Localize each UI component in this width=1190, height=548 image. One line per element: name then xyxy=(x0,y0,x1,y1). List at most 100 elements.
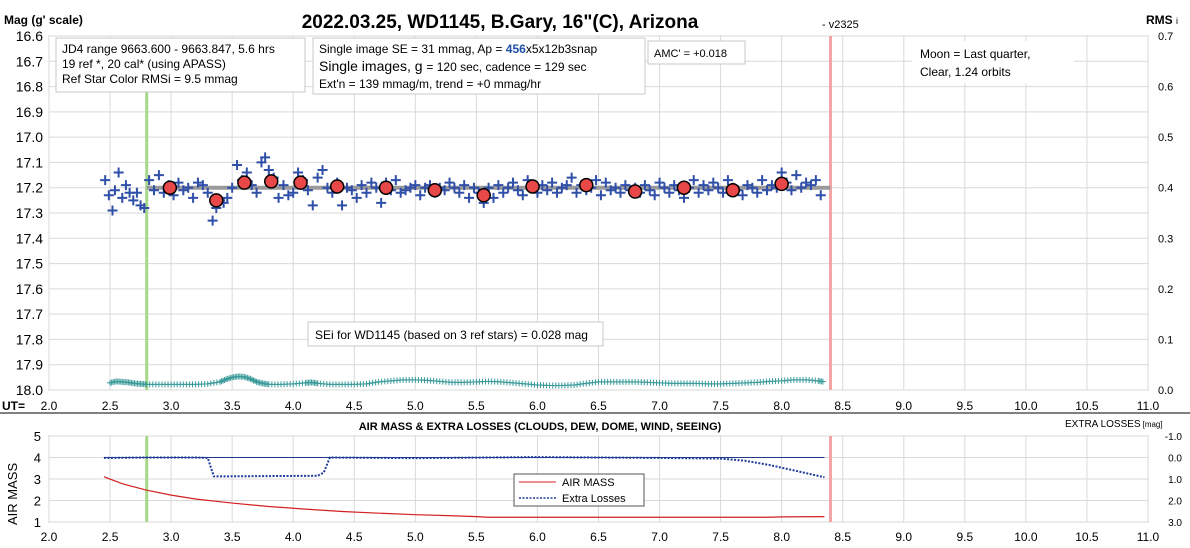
info-box-moon-frame xyxy=(912,41,1074,83)
x-tick-label: 2.0 xyxy=(41,399,58,413)
data-point-plus xyxy=(639,180,650,191)
sei-point xyxy=(207,380,214,387)
data-point-plus xyxy=(390,175,401,186)
data-point-plus xyxy=(302,185,313,196)
bottom-x-tick-label: 5.5 xyxy=(468,530,485,544)
y2-tick-label: 0.7 xyxy=(1158,31,1173,43)
sei-point xyxy=(210,379,217,386)
bottom-x-tick-label: 3.0 xyxy=(163,530,180,544)
bottom-x-tick-label: 5.0 xyxy=(407,530,424,544)
bottom-y-tick-label: 5 xyxy=(34,429,41,444)
data-point-binned xyxy=(209,193,224,208)
data-point-plus xyxy=(444,177,455,188)
x-tick-label: 3.0 xyxy=(163,399,180,413)
x-tick-label: 8.5 xyxy=(834,399,851,413)
bottom-y2-tick-label: -1.0 xyxy=(1165,432,1183,443)
data-point-plus xyxy=(188,192,199,203)
sei-point xyxy=(372,379,379,386)
data-point-plus xyxy=(693,187,704,198)
data-point-plus xyxy=(337,200,348,211)
info-box-imaging-line-2: Single images, g = 120 sec, cadence = 12… xyxy=(319,58,587,74)
data-point-plus xyxy=(351,192,362,203)
bottom-y-tick-label: 2 xyxy=(34,494,41,509)
top-chart-x-axis-prefix: UT= xyxy=(2,399,25,413)
y2-tick-label: 0.6 xyxy=(1158,82,1173,94)
bottom-x-tick-label: 6.5 xyxy=(590,530,607,544)
data-point-binned xyxy=(525,179,540,194)
info-box-session-line-1: JD4 range 9663.600 - 9663.847, 5.6 hrs xyxy=(62,42,275,56)
data-point-plus xyxy=(644,185,655,196)
bottom-chart-session-markers xyxy=(145,436,833,522)
sei-point xyxy=(366,380,373,387)
data-point-plus xyxy=(197,180,208,191)
bottom-chart-y2-ticks: -1.0 0.0 1.0 2.0 3.0 xyxy=(1165,432,1183,529)
data-point-plus xyxy=(600,177,611,188)
data-point-plus xyxy=(131,187,142,198)
data-point-plus xyxy=(113,167,124,178)
y-tick-label: 16.9 xyxy=(16,104,43,120)
data-point-plus xyxy=(512,185,523,196)
bottom-y-tick-label: 4 xyxy=(34,451,41,466)
info-box-imaging-line-1: Single image SE = 31 mmag, Ap = 456x5x12… xyxy=(319,42,598,56)
data-point-plus xyxy=(120,180,131,191)
data-point-binned xyxy=(329,179,345,194)
info-box-amc: AMC' = +0.018 xyxy=(647,40,746,65)
x-tick-label: 7.0 xyxy=(651,399,668,413)
bottom-x-tick-label: 2.0 xyxy=(41,530,58,544)
bottom-x-tick-label: 6.0 xyxy=(529,530,546,544)
data-point-plus xyxy=(757,175,768,186)
bottom-chart-title: AIR MASS & EXTRA LOSSES (CLOUDS, DEW, DO… xyxy=(359,421,722,433)
data-point-plus xyxy=(713,182,724,193)
data-point-plus xyxy=(571,187,582,198)
data-point-plus xyxy=(273,192,284,203)
bottom-x-tick-label: 11.0 xyxy=(1137,530,1160,544)
bottom-chart-series xyxy=(103,456,825,518)
data-point-plus xyxy=(762,185,773,196)
top-chart-y-ticks: 16.6 16.7 16.8 16.9 17.0 17.1 17.2 17.3 17.4 17.5… xyxy=(16,28,43,398)
series-sei xyxy=(107,373,826,389)
bottom-x-tick-label: 7.0 xyxy=(651,530,668,544)
data-point-binned xyxy=(263,174,279,189)
data-point-plus xyxy=(117,192,128,203)
y2-tick-label: 0.0 xyxy=(1158,385,1173,397)
info-box-sei: SEi for WD1145 (based on 3 ref stars) = … xyxy=(307,321,604,347)
data-point-plus xyxy=(207,215,218,226)
y2-tick-label: 0.5 xyxy=(1158,132,1173,144)
data-point-plus xyxy=(173,177,184,188)
bottom-x-tick-label: 4.0 xyxy=(285,530,302,544)
data-point-plus xyxy=(815,190,826,201)
bottom-x-tick-label: 9.5 xyxy=(956,530,973,544)
y-tick-label: 17.2 xyxy=(16,180,43,196)
data-point-plus xyxy=(153,170,164,181)
data-point-binned xyxy=(293,175,308,190)
data-point-binned xyxy=(476,188,491,203)
data-point-plus xyxy=(415,190,426,201)
y-tick-label: 17.1 xyxy=(16,154,43,170)
bottom-x-tick-label: 7.5 xyxy=(712,530,729,544)
data-point-plus xyxy=(183,182,194,193)
data-point-plus xyxy=(144,175,155,186)
data-point-plus xyxy=(551,187,562,198)
data-point-plus xyxy=(260,152,271,163)
data-point-plus xyxy=(722,175,733,186)
data-point-plus xyxy=(542,185,553,196)
y2-tick-label: 0.3 xyxy=(1158,233,1173,245)
air-mass-line xyxy=(103,476,825,518)
data-point-plus xyxy=(786,185,797,196)
y-tick-label: 17.9 xyxy=(16,357,43,373)
top-chart-title: 2022.03.25, WD1145, B.Gary, 16"(C), Ariz… xyxy=(302,12,699,33)
data-point-plus xyxy=(498,187,509,198)
data-point-plus xyxy=(796,182,807,193)
info-box-imaging-line-3: Ext'n = 139 mmag/m, trend = +0 mmag/hr xyxy=(319,77,541,91)
data-point-plus xyxy=(278,180,289,191)
bottom-chart-y-ticks: 5 4 3 2 1 xyxy=(34,429,41,530)
top-chart-version-label: - v2325 xyxy=(822,19,859,31)
data-point-plus xyxy=(591,175,602,186)
top-chart-grid xyxy=(48,35,1149,391)
data-point-plus xyxy=(464,192,475,203)
x-tick-label: 4.5 xyxy=(346,399,363,413)
data-point-plus xyxy=(128,195,139,206)
data-point-plus xyxy=(361,187,372,198)
data-point-plus xyxy=(356,180,367,191)
data-point-plus xyxy=(307,200,318,211)
